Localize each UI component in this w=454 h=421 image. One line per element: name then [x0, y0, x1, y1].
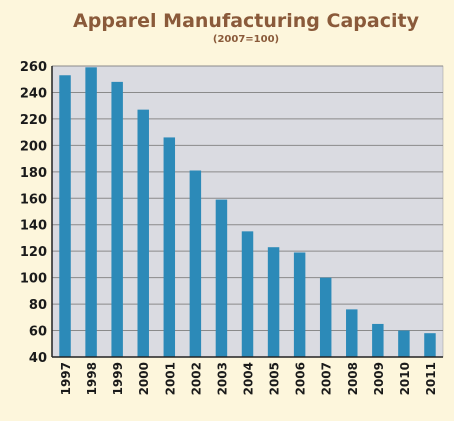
bar — [85, 67, 97, 357]
y-tick-label: 220 — [20, 113, 47, 128]
x-tick-label: 1999 — [111, 362, 125, 395]
y-tick-label: 200 — [20, 139, 47, 154]
x-tick-label: 2001 — [163, 362, 177, 395]
y-tick-label: 100 — [20, 272, 47, 287]
bar — [398, 330, 410, 357]
bar — [241, 231, 254, 357]
bar — [293, 252, 306, 357]
x-tick-label: 2007 — [320, 362, 334, 395]
x-tick-label: 2000 — [137, 362, 151, 395]
bar — [346, 309, 358, 357]
y-axis-ticks: 40 60 80 100 120 140 160 180 200 220 240 260 — [20, 60, 47, 366]
chart-subtitle: (2007=100) — [213, 34, 279, 45]
bar — [163, 137, 176, 357]
bar — [267, 247, 280, 357]
chart-title: Apparel Manufacturing Capacity — [73, 10, 420, 32]
bar — [111, 81, 123, 357]
y-tick-label: 240 — [20, 86, 47, 101]
bar — [319, 277, 332, 357]
x-tick-label: 2009 — [372, 362, 386, 395]
y-tick-label: 80 — [29, 298, 47, 313]
bar — [189, 170, 202, 357]
y-tick-label: 140 — [20, 219, 47, 234]
x-axis-ticks: 1997 1998 1999 2000 2001 2002 2003 2004 2005 2006… — [59, 362, 438, 395]
y-tick-label: 40 — [29, 351, 47, 366]
bar — [137, 109, 149, 358]
bars — [59, 67, 436, 358]
x-tick-label: 1997 — [59, 362, 73, 395]
x-tick-label: 2010 — [398, 362, 412, 395]
bar — [424, 333, 436, 357]
x-tick-label: 2004 — [242, 362, 256, 395]
bar — [215, 199, 228, 357]
y-tick-label: 260 — [20, 60, 47, 75]
y-tick-label: 120 — [20, 245, 47, 260]
x-tick-label: 2008 — [346, 362, 360, 395]
x-tick-label: 2002 — [189, 362, 203, 395]
x-tick-label: 2011 — [424, 362, 438, 395]
x-tick-label: 2003 — [215, 362, 229, 395]
y-tick-label: 60 — [29, 325, 47, 340]
x-tick-label: 1998 — [85, 362, 99, 395]
y-tick-label: 160 — [20, 192, 47, 207]
x-tick-label: 2006 — [294, 362, 308, 395]
y-tick-label: 180 — [20, 166, 47, 181]
x-tick-label: 2005 — [268, 362, 282, 395]
bar — [372, 323, 384, 357]
bar — [59, 75, 71, 357]
